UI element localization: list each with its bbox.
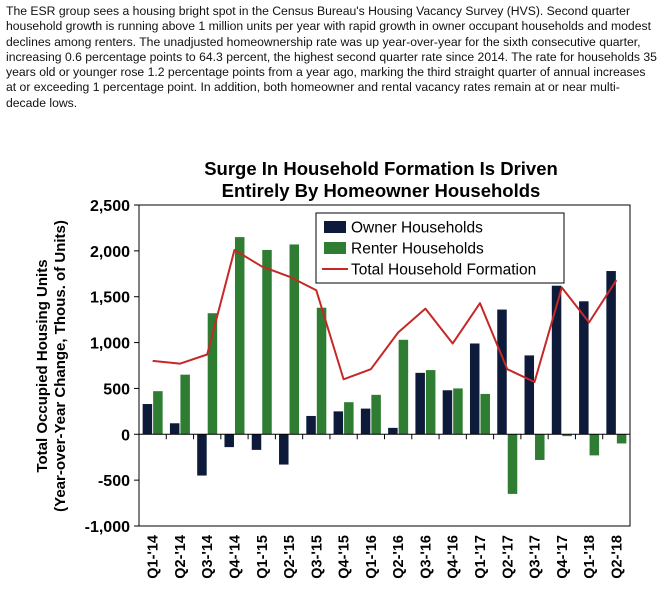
legend-box xyxy=(315,212,565,284)
y-tick-label: 2,500 xyxy=(90,198,130,215)
y-tick-label: 0 xyxy=(121,427,130,444)
x-tick-label: Q4-'16 xyxy=(446,535,462,579)
renter-bar xyxy=(425,370,436,435)
legend-label: Renter Households xyxy=(351,241,484,258)
x-tick-label: Q1-'17 xyxy=(473,535,489,579)
x-tick-label: Q2-'15 xyxy=(282,535,298,579)
total-household-formation-line xyxy=(152,248,618,384)
owner-bar xyxy=(306,415,316,435)
owner-bar xyxy=(197,434,207,476)
owner-bar xyxy=(524,355,535,435)
y-axis-label-line1: Total Occupied Housing Units xyxy=(34,259,51,472)
legend-swatch xyxy=(324,221,346,233)
owner-bar xyxy=(442,390,453,435)
y-tick-label: 1,000 xyxy=(90,336,130,353)
y-tick-label: 500 xyxy=(103,381,130,398)
renter-bar xyxy=(480,393,490,435)
legend: Owner Households Renter Households Total H… xyxy=(315,212,565,284)
intro-paragraph: The ESR group sees a housing bright spot… xyxy=(6,4,657,110)
renter-bar xyxy=(234,237,245,435)
y-tick-label: 2,000 xyxy=(90,244,130,261)
legend-label: Total Household Formation xyxy=(351,262,536,279)
owner-bar xyxy=(469,343,480,435)
owner-bar xyxy=(497,309,507,435)
renter-bar xyxy=(589,434,600,456)
x-tick-label: Q4-'17 xyxy=(555,535,571,579)
plot-frame xyxy=(138,204,631,527)
owner-bar xyxy=(415,372,425,435)
chart-title-line2: Entirely By Homeowner Households xyxy=(222,180,541,201)
y-axis-label-line2: (Year-over-Year Change, Thous. of Units) xyxy=(52,220,69,512)
x-tick-label: Q1-'16 xyxy=(364,535,380,579)
y-tick-label: -500 xyxy=(98,473,130,490)
renter-bar xyxy=(316,307,327,435)
owner-bar xyxy=(333,411,344,435)
owner-bar xyxy=(279,434,289,465)
legend-label: Owner Households xyxy=(351,220,483,237)
renter-bar xyxy=(507,434,518,494)
owner-bar xyxy=(606,271,616,435)
owner-bar xyxy=(388,427,398,435)
y-tick-label: -1,000 xyxy=(85,519,130,536)
renter-bar xyxy=(262,249,272,435)
renter-bar xyxy=(562,434,572,437)
x-tick-label: Q2-'16 xyxy=(391,535,407,579)
owner-bar xyxy=(579,301,589,435)
renter-bar xyxy=(344,402,354,435)
x-tick-label: Q1-'14 xyxy=(146,535,162,579)
chart-title-line1: Surge In Household Formation Is Driven xyxy=(204,158,558,179)
x-tick-label: Q4-'14 xyxy=(227,535,243,579)
x-tick-label: Q2-'17 xyxy=(500,535,516,579)
owner-bar xyxy=(551,285,562,435)
plot-area: -1,000 -500 0 500 1,000 1,500 2,000 2,500 Q1-'14… xyxy=(85,198,631,579)
renter-bar xyxy=(371,394,381,435)
renter-bar xyxy=(153,391,163,435)
renter-bar xyxy=(289,244,300,435)
owner-bar xyxy=(360,408,371,435)
x-tick-label: Q3-'14 xyxy=(200,535,216,579)
owner-bar xyxy=(169,423,180,435)
owner-bar xyxy=(251,434,262,450)
owner-bar xyxy=(142,404,153,435)
owner-bar xyxy=(224,434,234,448)
renter-bar xyxy=(535,434,545,460)
x-tick-label: Q3-'16 xyxy=(418,535,434,579)
renter-bar xyxy=(616,434,627,444)
renter-bar xyxy=(398,339,409,435)
renter-bar xyxy=(207,313,218,435)
x-tick-label: Q3-'15 xyxy=(309,535,325,579)
x-tick-label: Q1-'18 xyxy=(582,535,598,579)
x-tick-label: Q2-'18 xyxy=(609,535,625,579)
y-tick-label: 1,500 xyxy=(90,290,130,307)
x-tick-label: Q2-'14 xyxy=(173,535,189,579)
legend-swatch xyxy=(324,242,346,254)
x-tick-label: Q3-'17 xyxy=(528,535,544,579)
renter-bar xyxy=(453,388,463,435)
x-tick-label: Q1-'15 xyxy=(255,535,271,579)
x-tick-label: Q4-'15 xyxy=(337,535,353,579)
renter-bar xyxy=(180,374,190,435)
